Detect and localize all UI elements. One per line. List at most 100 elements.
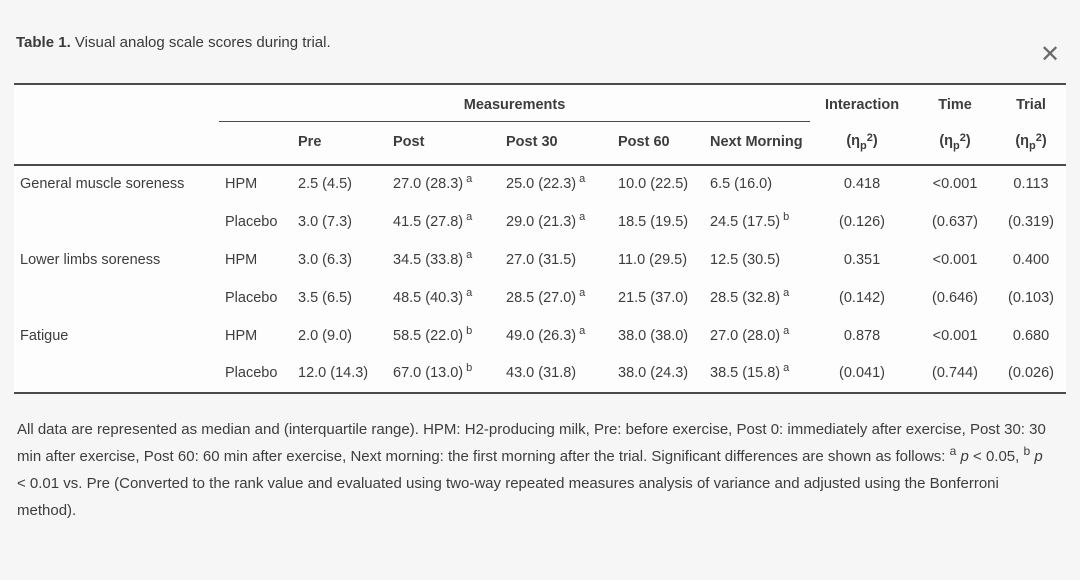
significance-marker: b xyxy=(783,210,790,223)
stat-value: (0.026) xyxy=(1008,365,1054,381)
measure-value: 27.0 (31.5) xyxy=(506,251,577,268)
significance-marker: a xyxy=(466,286,473,299)
stat-value: <0.001 xyxy=(932,251,978,268)
measure-value: 3.0 (6.3) xyxy=(298,251,352,268)
eta-close: ) xyxy=(1041,132,1047,149)
measure-value: 34.5 (33.8) a xyxy=(393,248,473,268)
measure-value: 6.5 (16.0) xyxy=(710,176,773,192)
time-eta-header: (ηp2) xyxy=(914,121,997,166)
table-viewer-modal: ✕ Table 1. Visual analog scale scores du… xyxy=(0,34,1080,524)
row-label xyxy=(14,355,219,393)
stat-value: 0.680 xyxy=(1012,327,1050,344)
measure-value: 28.5 (27.0) a xyxy=(506,286,586,306)
significance-marker: a xyxy=(466,173,473,186)
significance-marker: b xyxy=(466,324,473,337)
significance-marker: a xyxy=(466,248,473,261)
empty-corner-cell xyxy=(14,84,219,166)
significance-marker: a xyxy=(783,324,790,337)
stat-value: (0.126) xyxy=(839,213,885,230)
table-caption-number: Table 1. xyxy=(16,34,71,51)
stat-value: <0.001 xyxy=(932,327,978,344)
measure-value: 48.5 (40.3) a xyxy=(393,286,473,306)
significance-marker: a xyxy=(466,210,473,223)
table-caption-text: Visual analog scale scores during trial. xyxy=(70,34,331,51)
vas-scores-table: Measurements Interaction Time Trial Pre … xyxy=(14,83,1067,394)
measure-value: 28.5 (32.8) a xyxy=(710,286,790,306)
significance-marker: a xyxy=(579,173,586,186)
eta-close: ) xyxy=(965,132,971,149)
stat-value: 0.878 xyxy=(843,327,881,344)
eta-subscript: p xyxy=(860,139,867,152)
time-header: Time xyxy=(938,97,972,114)
row-label: General muscle soreness xyxy=(20,176,185,192)
footnote-pvalue-symbol: p xyxy=(960,447,969,465)
eta-superscript: 2 xyxy=(959,131,966,144)
measure-value: 21.5 (37.0) xyxy=(618,289,689,306)
close-icon[interactable]: ✕ xyxy=(1034,38,1066,70)
measure-value: 67.0 (13.0) b xyxy=(393,362,473,381)
eta-close: ) xyxy=(872,132,878,149)
measure-value: 49.0 (26.3) a xyxy=(506,324,586,344)
group-label: Placebo xyxy=(225,289,278,306)
footnote-significance-marker: a xyxy=(949,443,957,458)
stat-value: (0.637) xyxy=(932,213,978,230)
measure-value: 43.0 (31.8) xyxy=(506,365,577,381)
footnote-text: All data are represented as median and (… xyxy=(17,420,1046,465)
post60-header: Post 60 xyxy=(612,121,704,166)
measure-value: 29.0 (21.3) a xyxy=(506,210,586,230)
interaction-eta-header: (ηp2) xyxy=(810,121,915,166)
row-label: Fatigue xyxy=(20,327,69,344)
eta-superscript: 2 xyxy=(1035,131,1042,144)
group-label: Placebo xyxy=(225,365,278,381)
eta-open: (η xyxy=(1015,132,1029,149)
trial-eta-header: (ηp2) xyxy=(996,121,1067,166)
eta-subscript: p xyxy=(953,139,960,152)
footnote-significance-marker: b xyxy=(1023,443,1031,458)
footnote-text: < 0.01 vs. Pre (Converted to the rank va… xyxy=(17,474,999,519)
significance-marker: a xyxy=(783,286,790,299)
post30-header: Post 30 xyxy=(500,121,612,166)
measure-value: 3.5 (6.5) xyxy=(298,289,352,306)
stat-value: (0.103) xyxy=(1008,289,1054,306)
eta-subscript: p xyxy=(1029,139,1036,152)
table-row: Placebo 12.0 (14.3) 67.0 (13.0) b 43.0 (31.8… xyxy=(14,355,1066,393)
measure-value: 38.5 (15.8) a xyxy=(710,362,790,381)
stat-value: 0.113 xyxy=(1013,176,1049,192)
row-label xyxy=(14,203,219,241)
measure-value: 18.5 (19.5) xyxy=(618,213,689,230)
post-header: Post xyxy=(387,121,500,166)
measure-value: 2.5 (4.5) xyxy=(298,176,352,192)
eta-open: (η xyxy=(846,132,860,149)
significance-marker: b xyxy=(466,362,473,375)
significance-marker: a xyxy=(783,362,790,375)
footnote-text: < 0.05, xyxy=(968,447,1024,465)
row-label xyxy=(14,279,219,317)
measure-value: 3.0 (7.3) xyxy=(298,213,352,230)
empty-group-header xyxy=(219,121,292,166)
footnote: All data are represented as median and (… xyxy=(17,416,1053,524)
stat-value: (0.646) xyxy=(932,289,978,306)
footnote-pvalue-symbol: p xyxy=(1034,447,1043,465)
group-label: Placebo xyxy=(225,213,278,230)
measure-value: 2.0 (9.0) xyxy=(298,327,352,344)
measure-value: 12.5 (30.5) xyxy=(710,251,781,268)
significance-marker: a xyxy=(579,210,586,223)
measure-value: 41.5 (27.8) a xyxy=(393,210,473,230)
stat-value: (0.142) xyxy=(839,289,885,306)
header-row-spanner: Measurements Interaction Time Trial xyxy=(14,84,1066,166)
measure-value: 27.0 (28.0) a xyxy=(710,324,790,344)
table-caption: Table 1. Visual analog scale scores duri… xyxy=(16,34,1064,51)
measurements-spanner-header: Measurements xyxy=(219,84,811,122)
significance-marker: a xyxy=(579,324,586,337)
measure-value: 25.0 (22.3) a xyxy=(506,173,586,192)
header-row-columns: Pre Post Post 30 Post 60 Next Morning (η… xyxy=(14,121,1067,166)
trial-header: Trial xyxy=(1016,97,1046,114)
measure-value: 38.0 (38.0) xyxy=(618,327,689,344)
eta-open: (η xyxy=(939,132,953,149)
table-header: Measurements Interaction Time Trial Pre … xyxy=(14,84,1067,166)
row-label: Lower limbs soreness xyxy=(20,251,161,268)
measure-value: 27.0 (28.3) a xyxy=(393,173,473,192)
group-label: HPM xyxy=(225,176,258,192)
group-label: HPM xyxy=(225,327,258,344)
table-body: General muscle soreness HPM 2.5 (4.5) 27.0 … xyxy=(14,165,1066,393)
